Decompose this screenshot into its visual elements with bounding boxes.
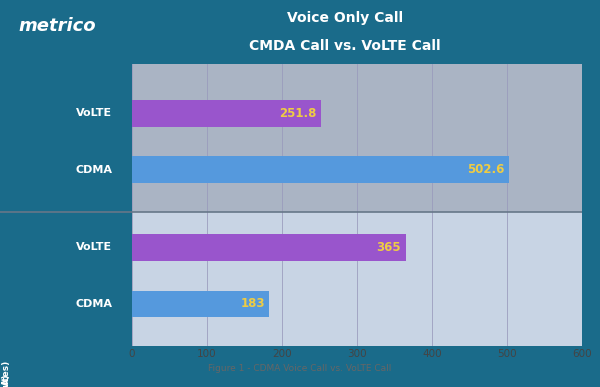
Text: Mean Current Drain
(mA): Mean Current Drain (mA) (0, 336, 10, 387)
Text: VoLTE: VoLTE (76, 243, 112, 252)
Text: 500: 500 (497, 349, 517, 359)
Text: metrico: metrico (18, 17, 95, 34)
Text: CMDA Call vs. VoLTE Call: CMDA Call vs. VoLTE Call (249, 39, 441, 53)
Text: Voice Only Call: Voice Only Call (287, 11, 403, 25)
Text: CDMA: CDMA (75, 165, 112, 175)
Bar (132, 212, 582, 346)
Text: 365: 365 (377, 241, 401, 254)
Text: 400: 400 (422, 349, 442, 359)
Bar (132, 291, 269, 317)
Text: 600: 600 (572, 349, 592, 359)
Text: 502.6: 502.6 (467, 163, 505, 176)
Text: CDMA: CDMA (75, 299, 112, 309)
Text: 200: 200 (272, 349, 292, 359)
Bar (132, 100, 321, 127)
Text: Estimated Battery Life
(Minutes): Estimated Battery Life (Minutes) (0, 327, 10, 387)
Text: 100: 100 (197, 349, 217, 359)
Bar (132, 156, 509, 183)
Text: VoLTE: VoLTE (76, 108, 112, 118)
Text: 300: 300 (347, 349, 367, 359)
Text: Figure 1 - CDMA Voice Call vs. VoLTE Call: Figure 1 - CDMA Voice Call vs. VoLTE Cal… (208, 364, 392, 373)
Bar (132, 234, 406, 261)
Bar (132, 64, 582, 212)
Text: 251.8: 251.8 (279, 107, 316, 120)
Text: 0: 0 (129, 349, 135, 359)
Text: 183: 183 (240, 298, 265, 310)
